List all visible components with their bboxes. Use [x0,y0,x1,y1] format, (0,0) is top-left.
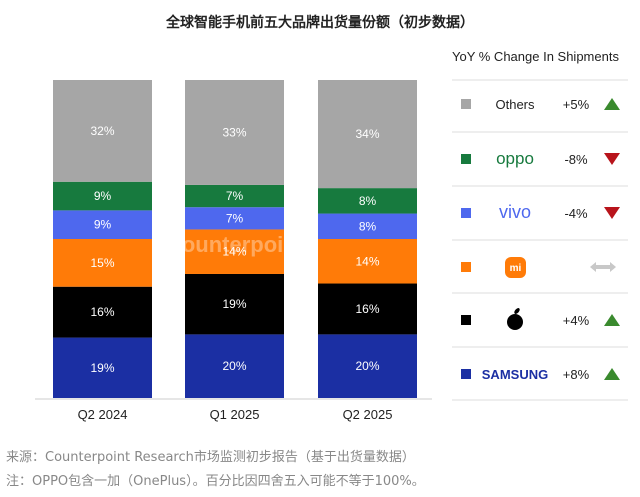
bar-segment-others [318,80,417,189]
legend-swatch [461,262,471,272]
footer-note: 注：OPPO包含一加（OnePlus）。百分比因四舍五入可能不等于100%。 [6,474,425,489]
trend-up-icon [604,368,620,380]
bar-segment-samsung [53,337,152,398]
data-label: 14% [222,245,246,259]
legend-swatch [461,208,471,218]
trend-down-icon [604,207,620,219]
bar-segment-xiaomi [318,239,417,284]
legend-brand-label: oppo [496,149,534,168]
x-tick-label: Q1 2025 [210,407,260,422]
data-label: 16% [355,302,379,316]
data-label: 8% [359,219,377,233]
data-label: 20% [222,359,246,373]
data-label: 7% [226,189,244,203]
legend-yoy-value: +5% [563,97,590,112]
data-label: 9% [94,189,112,203]
chart-title: 全球智能手机前五大品牌出货量份额（初步数据） [166,15,474,31]
watermark: Counterpoint [166,232,305,257]
legend-yoy-value: +4% [563,313,590,328]
bar-segment-oppo [318,188,417,214]
x-tick-label: Q2 2025 [343,407,393,422]
bar-segment-xiaomi [185,229,284,274]
trend-down-icon [604,153,620,165]
legend-brand-label: vivo [499,202,531,222]
data-label: 33% [222,125,246,139]
data-label: 8% [359,194,377,208]
bar-segment-samsung [185,334,284,398]
bar-segment-others [53,80,152,182]
data-label: 7% [226,211,244,225]
data-label: 14% [355,254,379,268]
data-label: 34% [355,127,379,141]
legend-swatch [461,154,471,164]
trend-flat-icon [590,262,616,272]
legend-brand-label: SAMSUNG [482,367,548,382]
legend-swatch [461,315,471,325]
legend-yoy-value: -4% [564,206,588,221]
data-label: 15% [90,256,114,270]
bar-segment-xiaomi [53,239,152,287]
bar-segment-vivo [318,213,417,239]
legend-title: YoY % Change In Shipments [452,49,619,64]
data-label: 16% [90,305,114,319]
bar-segment-apple [185,273,284,335]
apple-logo-icon [507,314,523,330]
apple-leaf [514,308,520,314]
data-label: 32% [90,124,114,138]
data-label: 20% [355,359,379,373]
bar-segment-oppo [185,184,284,208]
bar-segment-vivo [185,207,284,230]
bar-segment-oppo [53,181,152,211]
legend-yoy-value: -8% [564,152,588,167]
bar-segment-samsung [318,334,417,398]
data-label: 19% [222,297,246,311]
x-tick-label: Q2 2024 [78,407,128,422]
legend-swatch [461,99,471,109]
trend-up-icon [604,98,620,110]
data-label: 19% [90,361,114,375]
legend-yoy-value: +8% [563,367,590,382]
xiaomi-logo-icon [505,257,526,278]
bar-segment-others [185,80,284,185]
data-label: 9% [94,218,112,232]
legend-swatch [461,369,471,379]
footer-source: 来源：Counterpoint Research市场监测初步报告（基于出货量数据… [6,450,415,465]
legend-brand-label: Others [495,97,535,112]
bar-segment-vivo [53,210,152,239]
bar-segment-apple [318,283,417,335]
trend-up-icon [604,314,620,326]
bar-segment-apple [53,286,152,338]
xiaomi-logo-text: mi [510,263,522,274]
